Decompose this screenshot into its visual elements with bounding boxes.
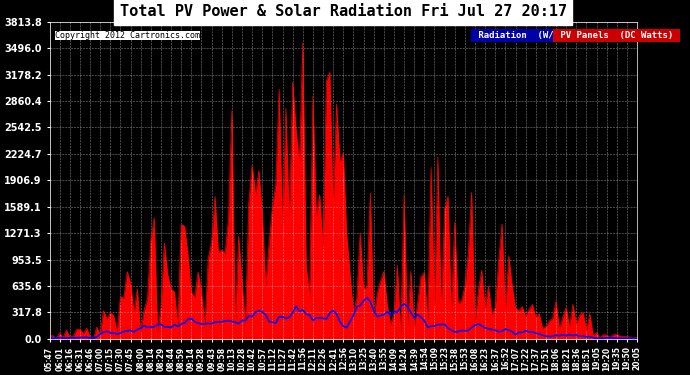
Text: PV Panels  (DC Watts): PV Panels (DC Watts) — [555, 31, 678, 40]
Text: Copyright 2012 Cartronics.com: Copyright 2012 Cartronics.com — [55, 31, 200, 40]
Text: Radiation  (W/m2): Radiation (W/m2) — [473, 31, 575, 40]
Title: Total PV Power & Solar Radiation Fri Jul 27 20:17: Total PV Power & Solar Radiation Fri Jul… — [120, 4, 567, 19]
